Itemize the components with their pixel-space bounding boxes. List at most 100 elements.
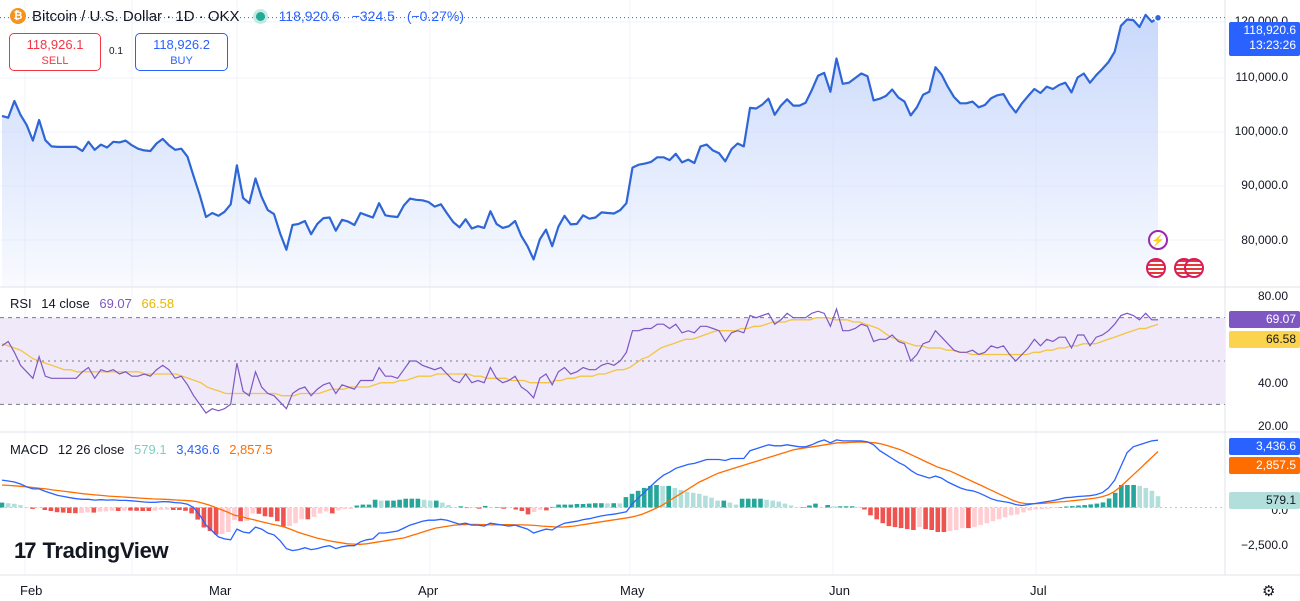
macd-hist-bar	[103, 507, 109, 512]
macd-hist-bar	[171, 507, 176, 510]
macd-signal-line	[1, 441, 1159, 545]
macd-hist-bar	[464, 507, 470, 509]
rsi-value-tag: 69.07	[1229, 311, 1300, 328]
macd-hist-bar	[1051, 507, 1057, 509]
macd-hist-bar	[917, 507, 922, 528]
macd-hist-bar	[904, 507, 910, 530]
price-line	[1, 13, 1159, 261]
macd-hist-bar	[354, 505, 360, 508]
macd-hist-bar	[299, 507, 304, 520]
macd-hist-bar	[978, 507, 983, 526]
macd-hist-bar	[275, 507, 280, 522]
macd-hist-bar	[678, 489, 684, 508]
macd-hist-bar	[158, 507, 164, 510]
macd-params: 12 26 close	[57, 442, 125, 457]
macd-hist-bar	[323, 507, 329, 512]
macd-hist-bar	[654, 485, 659, 508]
macd-hist-bar	[513, 507, 519, 510]
macd-hist-bar	[788, 505, 794, 508]
macd-hist-bar	[1076, 505, 1081, 508]
macd-hist-bar	[599, 503, 604, 508]
macd-hist-bar	[60, 507, 66, 513]
rsi-ma-value: 66.58	[141, 296, 175, 311]
macd-hist-bar	[819, 507, 824, 508]
macd-hist-bar	[776, 501, 782, 508]
macd-hist-bar	[476, 507, 482, 509]
us-flag-event-icon[interactable]	[1146, 258, 1166, 278]
macd-hist-bar	[703, 495, 708, 508]
sell-button[interactable]: 118,926.1 SELL	[9, 33, 101, 71]
symbol-header[interactable]: ₿ Bitcoin / U.S. Dollar · 1D · OKX 118,9…	[10, 5, 472, 27]
macd-hist-bar	[79, 507, 84, 513]
macd-hist-bar	[623, 497, 629, 508]
macd-hist-bar	[1021, 507, 1026, 513]
macd-hist-bar	[385, 500, 390, 508]
macd-hist-bar	[1002, 507, 1008, 518]
macd-hist-bar	[440, 502, 445, 508]
macd-hist-bar	[568, 504, 574, 508]
price-tick-100000: 100,000.0	[1234, 124, 1288, 138]
rsi-value: 69.07	[99, 296, 132, 311]
macd-hist-bar	[715, 500, 720, 508]
macd-hist-bar	[641, 487, 647, 508]
macd-hist-bar	[366, 504, 372, 508]
macd-hist-bar	[941, 507, 947, 532]
macd-hist-bar	[733, 504, 739, 508]
symbol-title[interactable]: Bitcoin / U.S. Dollar · 1D · OKX	[32, 7, 240, 25]
macd-hist-bar	[85, 507, 90, 513]
macd-tick-neg2500: −2,500.0	[1240, 538, 1288, 552]
macd-hist-bar	[611, 503, 616, 508]
macd-hist-bar	[67, 507, 72, 513]
macd-hist-bar	[1094, 503, 1100, 508]
rsi-pane[interactable]	[0, 307, 1225, 414]
macd-hist-bar	[1027, 507, 1032, 511]
macd-hist-bar	[427, 500, 433, 508]
us-flag-event-icon[interactable]	[1184, 258, 1204, 278]
macd-hist-bar	[605, 503, 610, 508]
buy-button[interactable]: 118,926.2 BUY	[135, 33, 228, 71]
macd-hist-bar	[580, 504, 586, 508]
rsi-ma-tag: 66.58	[1229, 331, 1300, 348]
buy-label: BUY	[170, 55, 193, 67]
chart-settings-icon[interactable]: ⚙	[1262, 583, 1276, 600]
macd-pane[interactable]	[0, 439, 1225, 552]
sell-price: 118,926.1	[26, 37, 84, 52]
macd-hist-bar	[593, 503, 598, 508]
macd-hist-bar	[421, 499, 427, 508]
rsi-tick-20: 20.00	[1257, 419, 1288, 433]
spread-value: 0.1	[109, 46, 123, 57]
macd-hist-bar	[317, 507, 323, 514]
tradingview-wordmark: TradingView	[42, 538, 169, 563]
macd-hist-bar	[1112, 492, 1118, 508]
macd-hist-bar	[752, 498, 757, 508]
macd-hist-bar	[5, 503, 11, 508]
macd-hist-bar	[1015, 507, 1020, 515]
macd-hist-bar	[684, 491, 690, 508]
macd-hist-bar	[972, 507, 977, 528]
macd-line-tag: 3,436.6	[1229, 438, 1300, 455]
macd-hist-bar	[1039, 507, 1045, 510]
last-price-tag-value: 118,920.6	[1243, 23, 1297, 37]
rsi-legend[interactable]: RSI 14 close 69.07 66.58	[10, 296, 174, 311]
tradingview-logo: 17 TradingView	[14, 538, 169, 564]
market-open-icon	[255, 11, 265, 21]
price-pane[interactable]	[0, 13, 1225, 288]
macd-hist-bar	[1033, 507, 1038, 510]
macd-hist-bar	[923, 507, 928, 530]
macd-hist-bar	[519, 507, 525, 511]
lightning-event-icon[interactable]: ⚡	[1148, 230, 1168, 250]
macd-hist-bar	[42, 507, 48, 510]
macd-hist-bar	[140, 507, 145, 511]
macd-hist-bar	[311, 507, 317, 517]
bitcoin-logo-icon: ₿	[10, 8, 26, 24]
macd-hist-bar	[1119, 485, 1124, 508]
macd-hist-bar	[268, 507, 274, 517]
macd-hist-bar	[219, 507, 225, 534]
macd-signal-value: 2,857.5	[229, 442, 273, 457]
last-price-point	[1153, 13, 1163, 23]
macd-legend[interactable]: MACD 12 26 close 579.1 3,436.6 2,857.5	[10, 442, 273, 457]
macd-hist-bar	[330, 507, 335, 514]
macd-hist-bar	[929, 507, 934, 530]
macd-hist-bar	[709, 497, 714, 508]
